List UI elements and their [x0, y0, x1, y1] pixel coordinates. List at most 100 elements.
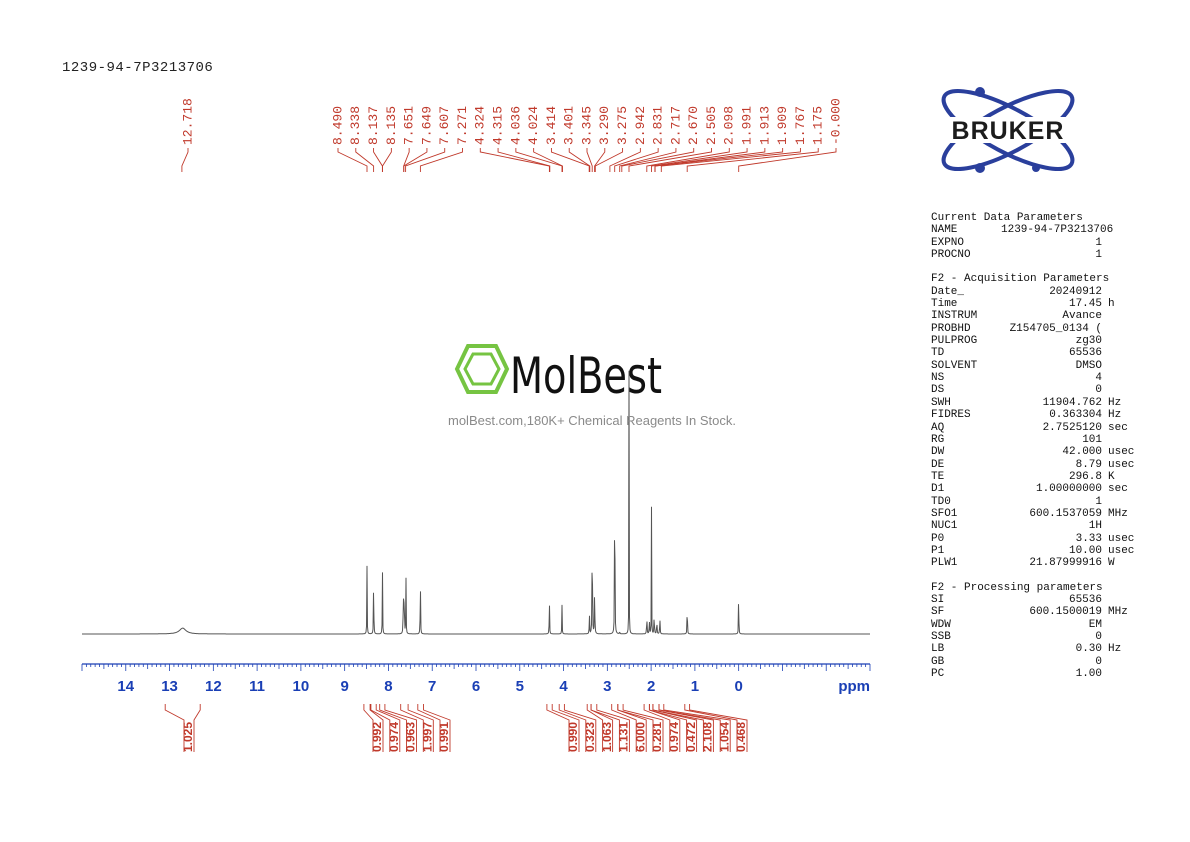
peak-label: 2.505 [704, 106, 719, 145]
integral-bracket-left [546, 704, 570, 752]
peak-label-leader [609, 148, 641, 172]
parameter-unit: usec [1108, 446, 1135, 459]
parameter-value: 65536 [1068, 593, 1102, 606]
integral-bracket-right [369, 704, 384, 752]
integral-value: 0.468 [734, 722, 748, 752]
integral-bracket-right [596, 704, 630, 752]
integral-bracket-left [370, 704, 391, 752]
peak-label-leader [619, 148, 677, 172]
peak-label-leader [403, 148, 428, 172]
parameter-row: AQ 2.7525120 sec [931, 422, 1143, 434]
parameter-name: Time [931, 298, 958, 311]
parameter-value: 10.00 [1068, 544, 1102, 557]
parameter-unit: sec [1108, 483, 1128, 496]
integral-bracket-left [652, 704, 704, 752]
x-tick-label: 1 [691, 678, 699, 695]
parameter-value: 0.363304 [1049, 409, 1102, 422]
peak-label-leader [373, 148, 383, 172]
x-tick-label: 7 [428, 678, 436, 695]
parameter-row: SFO1 600.1537059 MHz [931, 508, 1143, 520]
parameter-name: TD [931, 347, 945, 360]
peak-label: 2.717 [668, 106, 683, 145]
peak-label-leader [181, 148, 189, 172]
parameter-name: SSB [931, 631, 951, 643]
peak-label: 3.290 [597, 106, 612, 145]
parameter-value: 600.1537059 [1029, 507, 1102, 520]
integral-value: 1.131 [617, 722, 631, 752]
integral-bracket-left [617, 704, 654, 752]
parameter-unit: MHz [1108, 507, 1128, 520]
peak-label-leader [533, 148, 563, 172]
parameter-unit: K [1108, 470, 1115, 483]
parameter-name: PC [931, 668, 945, 681]
parameter-name: SFO1 [931, 507, 958, 520]
peak-label: 1.913 [757, 106, 772, 145]
parameter-value: 11904.762 [1042, 396, 1102, 409]
integral-bracket-left [590, 704, 620, 752]
integral-value: 1.025 [181, 722, 195, 752]
peak-label: 8.490 [330, 106, 345, 145]
peak-label-leader [614, 148, 659, 172]
molbest-logo-text: MolBest [510, 347, 662, 405]
parameter-value: 17.45 [1068, 298, 1102, 311]
x-tick-label: 11 [249, 678, 265, 695]
x-tick-label: 6 [472, 678, 480, 695]
integral-value: 2.108 [701, 722, 715, 752]
x-axis-label: ppm [838, 678, 870, 695]
parameter-name: SF [931, 606, 945, 619]
parameter-row: Date_ 20240912 [931, 286, 1143, 298]
parameter-row: EXPNO 1 [931, 237, 1143, 249]
peak-label: -0.000 [828, 98, 843, 145]
integral-value: 1.054 [717, 722, 731, 752]
integral-bracket-left [417, 704, 441, 752]
acquisition-parameters-panel: Current Data Parameters NAME 1239-94-7P321… [931, 212, 1143, 680]
parameter-row: PULPROG zg30 [931, 335, 1143, 347]
x-tick-label: 13 [161, 678, 178, 695]
sample-title: 1239-94-7P3213706 [62, 60, 214, 76]
parameter-unit: Hz [1108, 409, 1122, 422]
parameter-value: 1.00 [1075, 668, 1102, 681]
parameter-section-title: Current Data Parameters [931, 212, 1083, 224]
peak-label: 2.670 [686, 106, 701, 145]
peak-label: 4.036 [508, 106, 523, 145]
parameter-section: F2 - Processing parameters SI 65536 SF 600.1… [931, 582, 1143, 681]
integral-value: 0.992 [370, 722, 384, 752]
parameter-name: AQ [931, 421, 945, 434]
parameter-row: TD0 1 [931, 496, 1143, 508]
integral-bracket-right [563, 704, 597, 752]
parameter-row: SI 65536 [931, 594, 1143, 606]
peak-label: 7.271 [455, 106, 470, 145]
parameter-row: PLW1 21.87999916 W [931, 557, 1143, 569]
integral-bracket-left [611, 704, 637, 752]
parameter-row: NUC1 1H [931, 520, 1143, 532]
integral-bracket-right [375, 704, 401, 752]
parameter-section: Current Data Parameters NAME 1239-94-7P321… [931, 212, 1143, 261]
integral-bracket-left [379, 704, 407, 752]
peak-label-leader [594, 148, 624, 172]
parameter-row: NS 4 [931, 372, 1143, 384]
parameter-unit: MHz [1108, 606, 1128, 619]
parameter-unit: sec [1108, 421, 1128, 434]
integral-bracket-left [658, 704, 721, 752]
parameter-value: 1H [1088, 520, 1102, 533]
integral-bracket-right [407, 704, 434, 752]
parameter-value: 296.8 [1068, 470, 1102, 483]
peak-label: 8.137 [366, 106, 381, 145]
watermark-tagline: molBest.com,180K+ Chemical Reagents In S… [448, 413, 736, 428]
parameter-value: 1239-94-7P3213706 [1001, 224, 1114, 237]
parameter-row: D1 1.00000000 sec [931, 483, 1143, 495]
molbest-hexagon-icon [454, 344, 510, 394]
parameter-name: SWH [931, 396, 951, 409]
parameter-name: NAME [931, 224, 958, 237]
parameter-name: SOLVENT [931, 359, 978, 372]
parameter-name: LB [931, 643, 945, 656]
parameter-row: INSTRUM Avance [931, 310, 1143, 322]
x-tick-label: 9 [340, 678, 348, 695]
parameter-value: 1 [1095, 236, 1102, 249]
integral-bracket-left [400, 704, 424, 752]
parameter-name: PROBHD [931, 322, 971, 335]
integral-bracket-left [684, 704, 738, 752]
parameter-row: LB 0.30 Hz [931, 643, 1143, 655]
parameter-value: 1 [1095, 249, 1102, 262]
